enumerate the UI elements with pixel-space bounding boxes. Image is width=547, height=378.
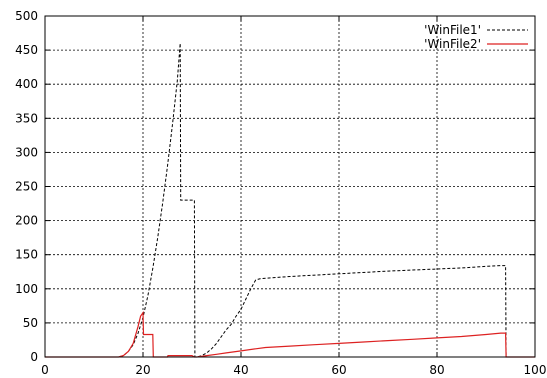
legend-label-winfile1: 'WinFile1'	[424, 23, 481, 37]
y-tick-label: 300	[15, 145, 38, 159]
y-tick-label: 100	[15, 282, 38, 296]
x-tick-label: 40	[233, 363, 248, 377]
series-layer	[45, 43, 535, 358]
x-tick-label: 80	[429, 363, 444, 377]
y-tick-label: 200	[15, 214, 38, 228]
y-tick-label: 500	[15, 9, 38, 23]
legend: 'WinFile1' 'WinFile2'	[424, 23, 528, 51]
y-tick-label: 350	[15, 111, 38, 125]
series-line-1	[45, 43, 535, 358]
y-tick-label: 250	[15, 180, 38, 194]
series-line-2	[45, 310, 535, 358]
x-tick-label: 100	[524, 363, 547, 377]
x-tick-label: 0	[41, 363, 49, 377]
x-tick-label: 20	[135, 363, 150, 377]
y-tick-label: 450	[15, 43, 38, 57]
x-tick-label: 60	[331, 363, 346, 377]
y-tick-label: 50	[23, 316, 38, 330]
legend-label-winfile2: 'WinFile2'	[424, 37, 481, 51]
y-tick-label: 400	[15, 77, 38, 91]
grid-layer	[45, 16, 535, 357]
y-tick-label: 150	[15, 248, 38, 262]
y-tick-label: 0	[30, 350, 38, 364]
tick-layer: 0 50 100 150 200 250 300 350 400 450 500 0 20 40 60 80 1…	[15, 9, 546, 377]
